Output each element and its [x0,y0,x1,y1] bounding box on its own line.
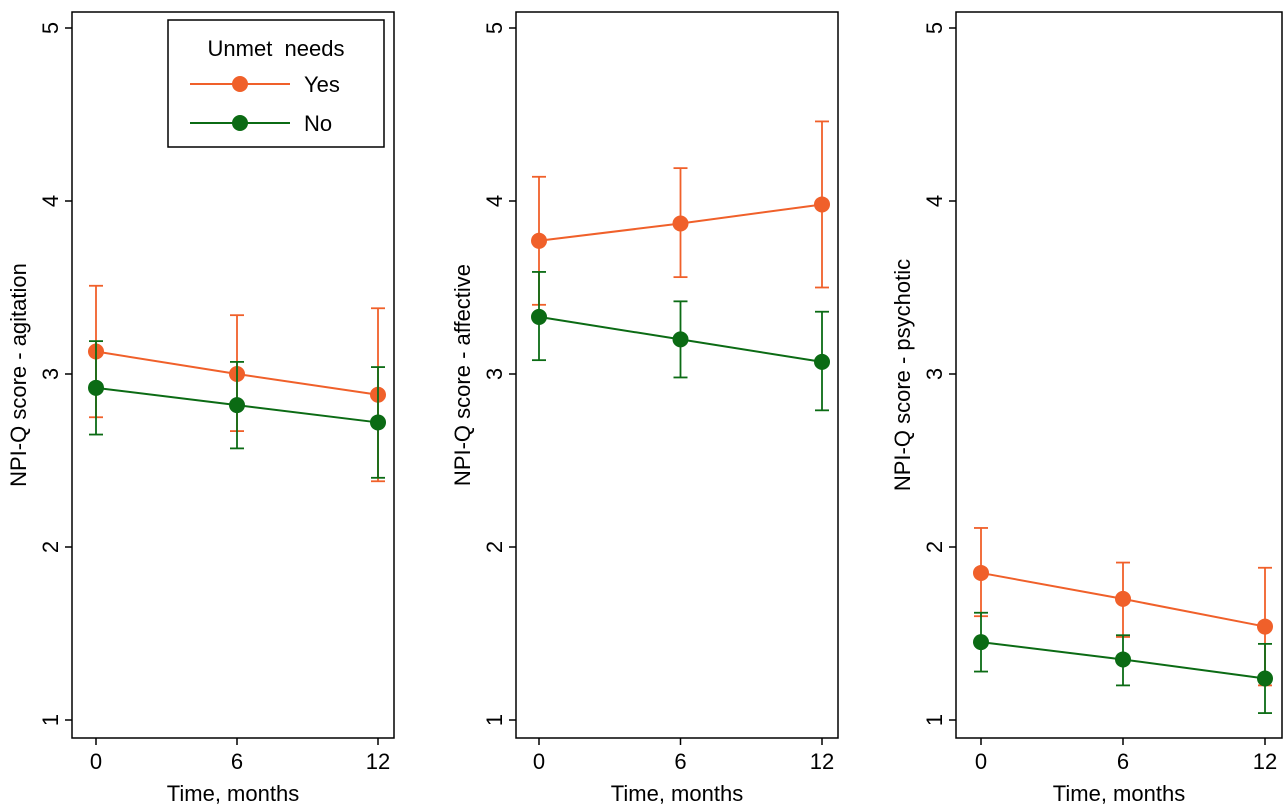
series-yes [973,527,1273,687]
y-tick-label: 1 [482,714,507,726]
data-point [672,215,689,232]
y-axis-label: NPI-Q score - affective [450,264,475,486]
data-point [370,414,386,431]
y-tick-label: 4 [482,195,507,207]
x-tick-label: 6 [231,749,243,774]
x-axis-label: Time, months [167,781,299,805]
data-point [1257,618,1273,635]
data-point [229,397,245,414]
plot-frame [955,11,1283,739]
y-tick-label: 2 [38,541,63,553]
data-point [1257,670,1273,687]
data-point [531,308,547,325]
y-tick-label: 1 [922,714,947,726]
y-axis-label: NPI-Q score - psychotic [890,259,915,491]
x-tick-label: 12 [366,749,390,774]
data-point [1115,590,1131,607]
data-point [814,353,830,370]
y-tick-label: 2 [922,541,947,553]
plot-frame [71,11,395,739]
data-point [973,564,989,581]
data-point [531,232,547,249]
x-tick-label: 0 [90,749,102,774]
y-tick-label: 3 [922,368,947,380]
plot-frame [515,11,839,739]
y-tick-label: 3 [482,368,507,380]
x-tick-label: 0 [533,749,545,774]
legend-title: Unmet needs [208,36,345,61]
series-no [88,340,386,479]
y-tick-label: 1 [38,714,63,726]
x-axis-label: Time, months [1053,781,1185,805]
y-tick-label: 4 [922,195,947,207]
legend-label-no: No [304,111,332,136]
data-point [814,196,830,213]
legend-label-yes: Yes [304,72,340,97]
x-tick-label: 0 [975,749,987,774]
y-tick-label: 4 [38,195,63,207]
legend: Unmet needs Yes No [167,19,385,148]
y-axis-label: NPI-Q score - agitation [6,263,31,487]
data-point [973,634,989,651]
x-tick-label: 6 [1117,749,1129,774]
x-tick-label: 6 [674,749,686,774]
series-yes [531,120,830,306]
x-tick-label: 12 [810,749,834,774]
x-axis-label: Time, months [611,781,743,805]
y-tick-label: 2 [482,541,507,553]
series-no [531,271,830,412]
data-point [672,331,689,348]
y-tick-label: 5 [38,22,63,34]
legend-swatch-marker [232,76,248,92]
data-point [1115,651,1131,668]
y-tick-label: 5 [482,22,507,34]
legend-items: Yes No [190,72,340,136]
legend-swatch-marker [232,115,248,131]
y-tick-label: 5 [922,22,947,34]
series-no [973,611,1273,714]
y-tick-label: 3 [38,368,63,380]
data-point [88,379,104,396]
x-tick-label: 12 [1253,749,1277,774]
